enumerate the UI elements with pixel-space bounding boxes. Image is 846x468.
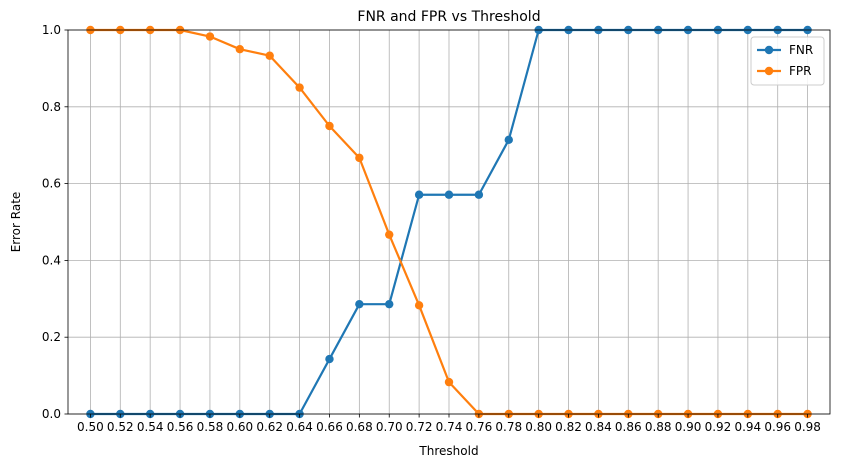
x-tick-label: 0.74	[436, 420, 463, 434]
point-fpr	[295, 83, 304, 92]
point-fpr	[414, 301, 424, 310]
x-tick-label: 0.88	[645, 420, 672, 434]
x-tick-label: 0.82	[555, 420, 582, 434]
y-axis-label: Error Rate	[9, 192, 23, 253]
x-tick-label: 0.84	[585, 420, 612, 434]
x-tick-label: 0.98	[794, 420, 821, 434]
legend-label: FPR	[789, 64, 811, 78]
y-tick-label: 1.0	[42, 23, 61, 37]
x-tick-label: 0.52	[107, 420, 134, 434]
x-tick-label: 0.70	[376, 420, 403, 434]
point-fnr	[325, 354, 334, 364]
point-fpr	[265, 51, 274, 60]
x-tick-label: 0.80	[525, 420, 552, 434]
point-fnr	[385, 299, 394, 309]
x-tick-label: 0.76	[466, 420, 493, 434]
x-tick-label: 0.94	[734, 420, 761, 434]
x-tick-label: 0.86	[615, 420, 642, 434]
x-tick-label: 0.54	[137, 420, 164, 434]
y-tick-label: 0.4	[42, 253, 61, 267]
x-tick-label: 0.66	[316, 420, 343, 434]
legend-label: FNR	[789, 43, 813, 57]
point-fnr	[444, 190, 454, 199]
x-tick-label: 0.62	[256, 420, 283, 434]
x-tick-label: 0.92	[705, 420, 732, 434]
chart-title: FNR and FPR vs Threshold	[357, 9, 540, 25]
x-tick-label: 0.96	[764, 420, 791, 434]
y-axis: 0.0 0.2 0.4 0.6 0.8 1.0	[42, 23, 68, 421]
x-tick-label: 0.50	[77, 420, 104, 434]
point-fpr	[444, 377, 454, 387]
x-tick-label: 0.60	[226, 420, 253, 434]
point-fnr	[355, 299, 364, 309]
y-tick-label: 0.8	[42, 100, 61, 114]
x-axis: 0.50 0.52 0.54 0.56 0.58 0.60 0.62 0.64 0.66 0.68…	[77, 414, 821, 434]
x-tick-label: 0.64	[286, 420, 313, 434]
point-fnr	[504, 135, 513, 145]
legend: FNR FPR	[750, 36, 825, 86]
legend-marker	[764, 66, 774, 76]
y-tick-label: 0.6	[42, 177, 61, 191]
grid	[68, 29, 830, 415]
point-fpr	[325, 121, 334, 131]
x-tick-label: 0.72	[406, 420, 433, 434]
y-tick-label: 0.0	[42, 407, 61, 421]
x-tick-label: 0.78	[495, 420, 522, 434]
x-tick-label: 0.56	[167, 420, 194, 434]
x-tick-label: 0.90	[675, 420, 702, 434]
point-fpr	[385, 230, 394, 239]
legend-marker	[764, 45, 774, 55]
x-tick-label: 0.58	[197, 420, 224, 434]
point-fnr	[414, 190, 424, 199]
point-fpr	[205, 32, 215, 41]
point-fpr	[355, 153, 364, 163]
x-tick-label: 0.68	[346, 420, 373, 434]
point-fnr	[474, 190, 484, 199]
point-fpr	[235, 45, 245, 54]
y-tick-label: 0.2	[42, 330, 61, 344]
x-axis-label: Threshold	[418, 444, 478, 458]
